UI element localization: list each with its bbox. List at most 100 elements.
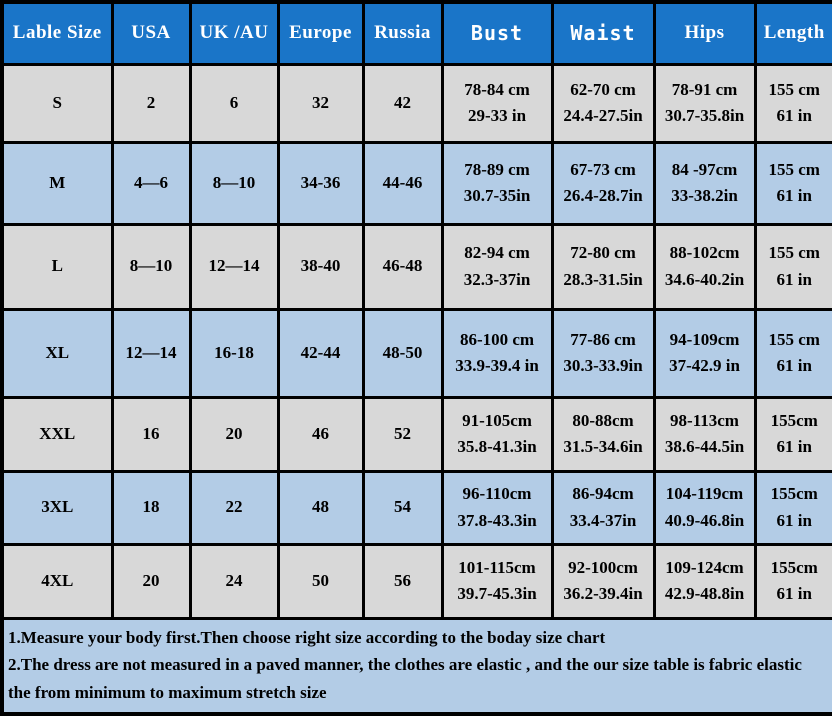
waist-cell: 80-88cm 31.5-34.6in — [550, 395, 656, 473]
waist-in-value: 24.4-27.5in — [563, 106, 643, 125]
hips-cell: 109-124cm 42.9-48.8in — [652, 542, 757, 620]
usa-cell: 2 — [110, 62, 192, 144]
header-length: Length — [753, 0, 832, 66]
length-cm-value: 155cm — [770, 410, 818, 430]
hips-in-value: 38.6-44.5in — [664, 437, 745, 456]
size-row-xl: XL 12—14 16-18 42-44 48-50 86-100 cm 33.9-39.4… — [0, 307, 832, 399]
bust-in-value: 37.8-43.3in — [457, 510, 537, 530]
uk-au-cell: 16-18 — [188, 307, 280, 399]
europe-cell: 38-40 — [276, 222, 365, 311]
usa-cell: 12—14 — [110, 307, 192, 399]
bust-cell: 78-89 cm 30.7-35in — [440, 140, 554, 226]
uk-au-cell: 6 — [188, 62, 280, 144]
hips-cell: 104-119cm 40.9-46.8in — [652, 469, 757, 546]
russia-cell: 52 — [361, 395, 444, 473]
usa-cell: 4—6 — [110, 140, 192, 226]
waist-cell: 92-100cm 36.2-39.4in — [550, 542, 656, 620]
russia-cell: 44-46 — [361, 140, 444, 226]
size-row-3xl: 3XL 18 22 48 54 96-110cm 37.8-43.3in 86-94cm 33.… — [0, 469, 832, 546]
length-cm-value: 155 cm — [768, 243, 820, 263]
europe-cell: 46 — [276, 395, 365, 473]
waist-cm-value: 67-73 cm — [570, 159, 636, 179]
length-cell: 155cm 61 in — [753, 542, 832, 620]
bust-in-value: 39.7-45.3in — [457, 584, 537, 603]
bust-cell: 86-100 cm 33.9-39.4 in — [440, 307, 554, 399]
hips-cell: 94-109cm 37-42.9 in — [652, 307, 757, 399]
uk-au-cell: 22 — [188, 469, 280, 546]
notes-row: 1.Measure your body first.Then choose ri… — [0, 616, 832, 716]
hips-in-value: 34.6-40.2in — [664, 269, 745, 289]
label-cell: XXL — [0, 395, 114, 473]
bust-cell: 91-105cm 35.8-41.3in — [440, 395, 554, 473]
hips-cell: 78-91 cm 30.7-35.8in — [652, 62, 757, 144]
hips-in-value: 33-38.2in — [671, 186, 738, 205]
length-in-value: 61 in — [776, 437, 812, 456]
bust-cm-value: 78-89 cm — [464, 159, 530, 179]
waist-in-value: 33.4-37in — [569, 510, 637, 530]
hips-cell: 88-102cm 34.6-40.2in — [652, 222, 757, 311]
length-cell: 155cm 61 in — [753, 469, 832, 546]
waist-cm-value: 92-100cm — [568, 557, 638, 577]
uk-au-cell: 8—10 — [188, 140, 280, 226]
waist-cell: 86-94cm 33.4-37in — [550, 469, 656, 546]
waist-in-value: 36.2-39.4in — [563, 584, 643, 603]
russia-cell: 48-50 — [361, 307, 444, 399]
label-cell: XL — [0, 307, 114, 399]
waist-in-value: 28.3-31.5in — [563, 269, 643, 289]
europe-cell: 34-36 — [276, 140, 365, 226]
waist-cm-value: 80-88cm — [572, 410, 634, 430]
hips-in-value: 37-42.9 in — [669, 356, 740, 375]
hips-cm-value: 98-113cm — [670, 410, 739, 430]
waist-cell: 67-73 cm 26.4-28.7in — [550, 140, 656, 226]
waist-cm-value: 62-70 cm — [570, 79, 636, 99]
size-chart-header: Lable Size USA UK /AU Europe Russia Bust… — [0, 0, 832, 66]
length-in-value: 61 in — [776, 510, 812, 530]
header-bust: Bust — [440, 0, 554, 66]
size-chart-body: S 2 6 32 42 78-84 cm 29-33 in 62-70 cm 24.4-27.5… — [0, 62, 832, 620]
header-waist: Waist — [550, 0, 656, 66]
hips-cell: 84 -97cm 33-38.2in — [652, 140, 757, 226]
europe-cell: 48 — [276, 469, 365, 546]
russia-cell: 54 — [361, 469, 444, 546]
length-in-value: 61 in — [776, 356, 812, 375]
bust-cm-value: 101-115cm — [458, 557, 536, 577]
header-usa: USA — [110, 0, 192, 66]
waist-cell: 72-80 cm 28.3-31.5in — [550, 222, 656, 311]
note-1: 1.Measure your body first.Then choose ri… — [8, 627, 606, 647]
label-cell: 3XL — [0, 469, 114, 546]
bust-cm-value: 96-110cm — [462, 484, 532, 504]
waist-cm-value: 77-86 cm — [570, 329, 636, 349]
note-2: 2.The dress are not measured in a paved … — [8, 655, 802, 702]
bust-cell: 78-84 cm 29-33 in — [440, 62, 554, 144]
label-cell: S — [0, 62, 114, 144]
hips-cm-value: 84 -97cm — [671, 159, 738, 179]
length-in-value: 61 in — [776, 584, 812, 603]
size-row-l: L 8—10 12—14 38-40 46-48 82-94 cm 32.3-37in 72-… — [0, 222, 832, 311]
length-cell: 155 cm 61 in — [753, 140, 832, 226]
europe-cell: 42-44 — [276, 307, 365, 399]
bust-cm-value: 82-94 cm — [464, 243, 530, 263]
bust-in-value: 33.9-39.4 in — [455, 356, 539, 375]
waist-cell: 77-86 cm 30.3-33.9in — [550, 307, 656, 399]
label-cell: L — [0, 222, 114, 311]
usa-cell: 20 — [110, 542, 192, 620]
russia-cell: 56 — [361, 542, 444, 620]
hips-cm-value: 78-91 cm — [671, 79, 738, 99]
header-russia: Russia — [361, 0, 444, 66]
uk-au-cell: 12—14 — [188, 222, 280, 311]
header-europe: Europe — [276, 0, 365, 66]
length-cm-value: 155 cm — [768, 329, 820, 349]
hips-in-value: 30.7-35.8in — [664, 106, 745, 125]
length-cell: 155 cm 61 in — [753, 62, 832, 144]
waist-in-value: 30.3-33.9in — [563, 356, 643, 375]
bust-in-value: 30.7-35in — [463, 186, 531, 205]
bust-cm-value: 86-100 cm — [459, 329, 535, 349]
europe-cell: 50 — [276, 542, 365, 620]
header-row: Lable Size USA UK /AU Europe Russia Bust… — [0, 0, 832, 66]
notes-cell: 1.Measure your body first.Then choose ri… — [0, 616, 832, 716]
size-row-4xl: 4XL 20 24 50 56 101-115cm 39.7-45.3in 92-100cm 3… — [0, 542, 832, 620]
hips-cell: 98-113cm 38.6-44.5in — [652, 395, 757, 473]
hips-cm-value: 104-119cm — [665, 484, 744, 504]
